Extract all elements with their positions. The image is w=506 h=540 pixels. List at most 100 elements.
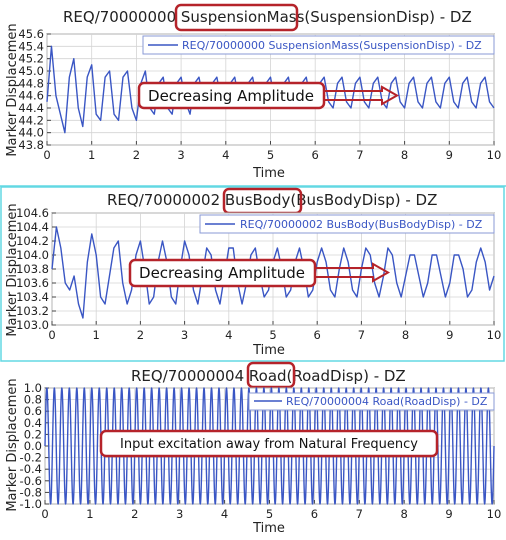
annotation-callout: Decreasing Amplitude bbox=[128, 258, 391, 288]
x-tick-label: 6 bbox=[311, 507, 318, 521]
annotation-callout: Decreasing Amplitude bbox=[137, 81, 400, 110]
annotation-text: Input excitation away from Natural Frequ… bbox=[120, 437, 418, 452]
x-tick-label: 3 bbox=[176, 507, 183, 521]
y-tick-label: 103.4 bbox=[16, 290, 49, 304]
chart-panel-3: REQ/70000004 Road(RoadDisp) - DZ Marker … bbox=[5, 361, 502, 536]
y-tick-label: -0.2 bbox=[20, 451, 42, 465]
y-tick-label: 104.2 bbox=[16, 234, 49, 248]
y-tick-label: 103.2 bbox=[16, 304, 49, 318]
x-tick-label: 5 bbox=[269, 328, 276, 342]
y-tick-label: 44.2 bbox=[18, 113, 44, 127]
x-tick-label: 3 bbox=[177, 148, 184, 162]
legend: REQ/70000000 SuspensionMass(SuspensionDi… bbox=[142, 35, 495, 55]
y-tick-label: 1.0 bbox=[24, 381, 42, 395]
y-tick-label: 104.0 bbox=[16, 248, 49, 262]
annotation-callout: Input excitation away from Natural Frequ… bbox=[99, 429, 439, 458]
chart-1-title: REQ/70000000 SuspensionMass(SuspensionDi… bbox=[63, 8, 472, 26]
annotation-arrow bbox=[324, 85, 400, 106]
x-tick-label: 4 bbox=[221, 507, 228, 521]
series-line bbox=[46, 45, 495, 134]
y-axis-label: Marker Displacemen bbox=[5, 23, 20, 156]
x-axis-label: Time bbox=[252, 166, 285, 181]
y-tick-label: 0.0 bbox=[24, 439, 42, 453]
x-tick-label: 1 bbox=[88, 148, 95, 162]
y-tick-label: 0.4 bbox=[24, 416, 42, 430]
title-highlight-box bbox=[174, 3, 299, 32]
annotation-text: Decreasing Amplitude bbox=[148, 87, 314, 105]
x-tick-label: 8 bbox=[402, 328, 409, 342]
chart-2-title: REQ/70000002 BusBody(BusBodyDisp) - DZ bbox=[107, 191, 437, 209]
x-tick-label: 3 bbox=[181, 328, 188, 342]
x-tick-label: 9 bbox=[446, 328, 453, 342]
y-tick-label: 103.0 bbox=[16, 318, 49, 332]
x-tick-label: 10 bbox=[487, 328, 502, 342]
x-tick-label: 5 bbox=[266, 507, 273, 521]
annotation-box bbox=[128, 258, 317, 288]
x-tick-label: 1 bbox=[93, 328, 100, 342]
y-tick-label: 0.2 bbox=[24, 427, 42, 441]
y-tick-label: 44.0 bbox=[18, 126, 44, 140]
legend-box bbox=[248, 392, 495, 411]
legend-box bbox=[199, 214, 495, 234]
x-axis-label: Time bbox=[252, 521, 285, 536]
legend-label: REQ/70000004 Road(RoadDisp) - DZ bbox=[286, 395, 488, 408]
chart-panel-1: REQ/70000000 SuspensionMass(SuspensionDi… bbox=[5, 3, 502, 181]
legend: REQ/70000004 Road(RoadDisp) - DZ bbox=[248, 392, 495, 411]
annotation-arrow bbox=[315, 262, 391, 283]
y-tick-label: 103.8 bbox=[16, 262, 49, 276]
annotation-box bbox=[137, 81, 326, 110]
x-tick-label: 2 bbox=[137, 328, 144, 342]
y-tick-label: 104.4 bbox=[16, 220, 49, 234]
x-tick-label: 0 bbox=[48, 328, 55, 342]
y-tick-label: 104.6 bbox=[16, 206, 49, 220]
x-tick-label: 8 bbox=[401, 507, 408, 521]
y-tick-label: 44.8 bbox=[18, 76, 44, 90]
x-tick-label: 0 bbox=[41, 507, 48, 521]
x-tick-label: 1 bbox=[86, 507, 93, 521]
y-tick-label: -0.4 bbox=[20, 462, 42, 476]
x-tick-label: 4 bbox=[222, 148, 229, 162]
x-tick-label: 10 bbox=[487, 507, 502, 521]
chart-3-title: REQ/70000004 Road(RoadDisp) - DZ bbox=[131, 367, 406, 385]
y-tick-label: -1.0 bbox=[20, 497, 42, 511]
x-tick-label: 6 bbox=[314, 328, 321, 342]
x-tick-label: 7 bbox=[358, 328, 365, 342]
legend-label: REQ/70000002 BusBody(BusBodyDisp) - DZ bbox=[240, 218, 483, 231]
y-tick-label: 103.6 bbox=[16, 276, 49, 290]
y-tick-label: 45.6 bbox=[18, 27, 44, 41]
x-tick-label: 6 bbox=[312, 148, 319, 162]
title-highlight-box bbox=[246, 361, 296, 389]
chart-panel-2: REQ/70000002 BusBody(BusBodyDisp) - DZ M… bbox=[0, 186, 505, 362]
x-tick-label: 2 bbox=[131, 507, 138, 521]
y-axis-label: Marker Displacemen bbox=[5, 203, 20, 336]
x-tick-label: 8 bbox=[401, 148, 408, 162]
y-tick-label: 45.4 bbox=[18, 39, 44, 53]
legend: REQ/70000002 BusBody(BusBodyDisp) - DZ bbox=[199, 214, 495, 234]
x-tick-label: 7 bbox=[356, 148, 363, 162]
y-tick-label: 44.4 bbox=[18, 101, 44, 115]
legend-label: REQ/70000000 SuspensionMass(SuspensionDi… bbox=[182, 39, 482, 52]
x-tick-label: 9 bbox=[446, 148, 453, 162]
y-tick-label: 43.8 bbox=[18, 138, 44, 152]
x-tick-label: 10 bbox=[487, 148, 502, 162]
x-tick-label: 7 bbox=[356, 507, 363, 521]
annotation-text: Decreasing Amplitude bbox=[139, 264, 305, 282]
x-axis-label: Time bbox=[252, 343, 285, 358]
y-tick-label: 0.8 bbox=[24, 393, 42, 407]
y-tick-label: 45.2 bbox=[18, 52, 44, 66]
y-tick-label: -0.6 bbox=[20, 474, 42, 488]
y-tick-label: 44.6 bbox=[18, 89, 44, 103]
x-tick-label: 4 bbox=[225, 328, 232, 342]
x-tick-label: 0 bbox=[43, 148, 50, 162]
y-tick-label: 0.6 bbox=[24, 404, 42, 418]
y-tick-label: -0.8 bbox=[20, 485, 42, 499]
legend-box bbox=[142, 35, 495, 55]
panel-frame bbox=[0, 186, 505, 362]
y-axis-label: Marker Displacemen bbox=[5, 378, 20, 511]
x-tick-label: 2 bbox=[133, 148, 140, 162]
annotation-box bbox=[99, 429, 439, 458]
x-tick-label: 9 bbox=[445, 507, 452, 521]
y-tick-label: 45.0 bbox=[18, 64, 44, 78]
x-tick-label: 5 bbox=[267, 148, 274, 162]
